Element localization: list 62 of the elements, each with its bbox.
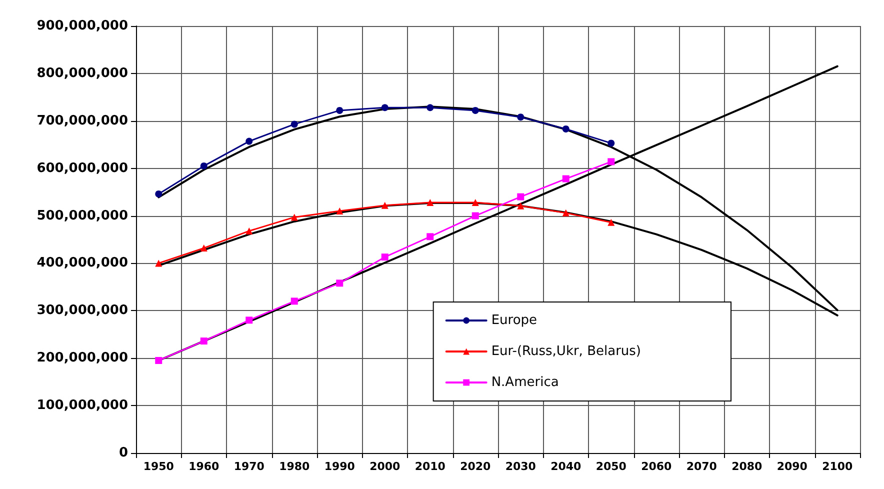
y-tick-label: 100,000,000 [36,398,128,414]
point [336,280,344,287]
point [290,120,298,128]
point [517,114,524,121]
x-tick-label: 1960 [188,460,220,473]
point [246,227,253,234]
legend-label: Europe [491,313,538,328]
point [290,298,298,305]
x-tick-label: 2030 [505,460,536,473]
point [608,158,615,166]
y-tick-label: 800,000,000 [36,66,128,81]
point [246,138,253,145]
point [426,104,434,112]
point [336,106,344,114]
point [246,316,253,324]
y-tick-label: 600,000,000 [36,160,128,176]
x-tick-label: 2000 [370,460,401,473]
y-tick-label: 0 [118,446,128,460]
x-tick-label: 2100 [822,460,854,473]
point [562,209,570,216]
y-tick-label: 700,000,000 [36,113,128,128]
x-tick-label: 2010 [414,460,446,473]
x-tick-label: 1990 [324,460,356,473]
x-tick-label: 2040 [550,460,582,473]
x-tick-label: 2090 [776,460,808,473]
point [200,338,208,345]
point [155,356,162,364]
x-tick-label: 1950 [143,460,174,473]
x-tick-label: 2070 [686,460,718,473]
legend-label: N.America [491,375,559,390]
point [517,202,524,210]
y-tick-label: 200,000,000 [36,350,128,366]
point [562,175,570,182]
point [608,218,615,226]
x-tick-label: 2080 [732,460,763,473]
y-tick-label: 500,000,000 [36,208,128,224]
point [562,125,570,132]
legend-label: Eur-(Russ,Ukr, Belarus) [491,344,641,359]
y-tick-label: 300,000,000 [36,303,128,318]
point [200,162,208,170]
y-tick-label: 900,000,000 [36,18,128,34]
point [608,140,615,147]
point [472,106,479,114]
point [290,214,298,221]
point [472,212,479,220]
x-tick-label: 2020 [460,460,492,473]
point [426,233,434,240]
point [381,202,388,209]
point [336,208,344,215]
x-tick-label: 2060 [641,460,672,473]
x-tick-label: 2050 [596,460,627,473]
point [381,104,388,112]
x-tick-label: 1970 [234,460,265,473]
point [472,198,479,206]
point [517,193,524,200]
point [381,254,388,261]
x-tick-label: 1980 [279,460,310,473]
point [200,244,208,252]
point [426,198,434,206]
point [155,260,162,267]
y-tick-label: 400,000,000 [36,256,128,271]
point [155,190,162,198]
